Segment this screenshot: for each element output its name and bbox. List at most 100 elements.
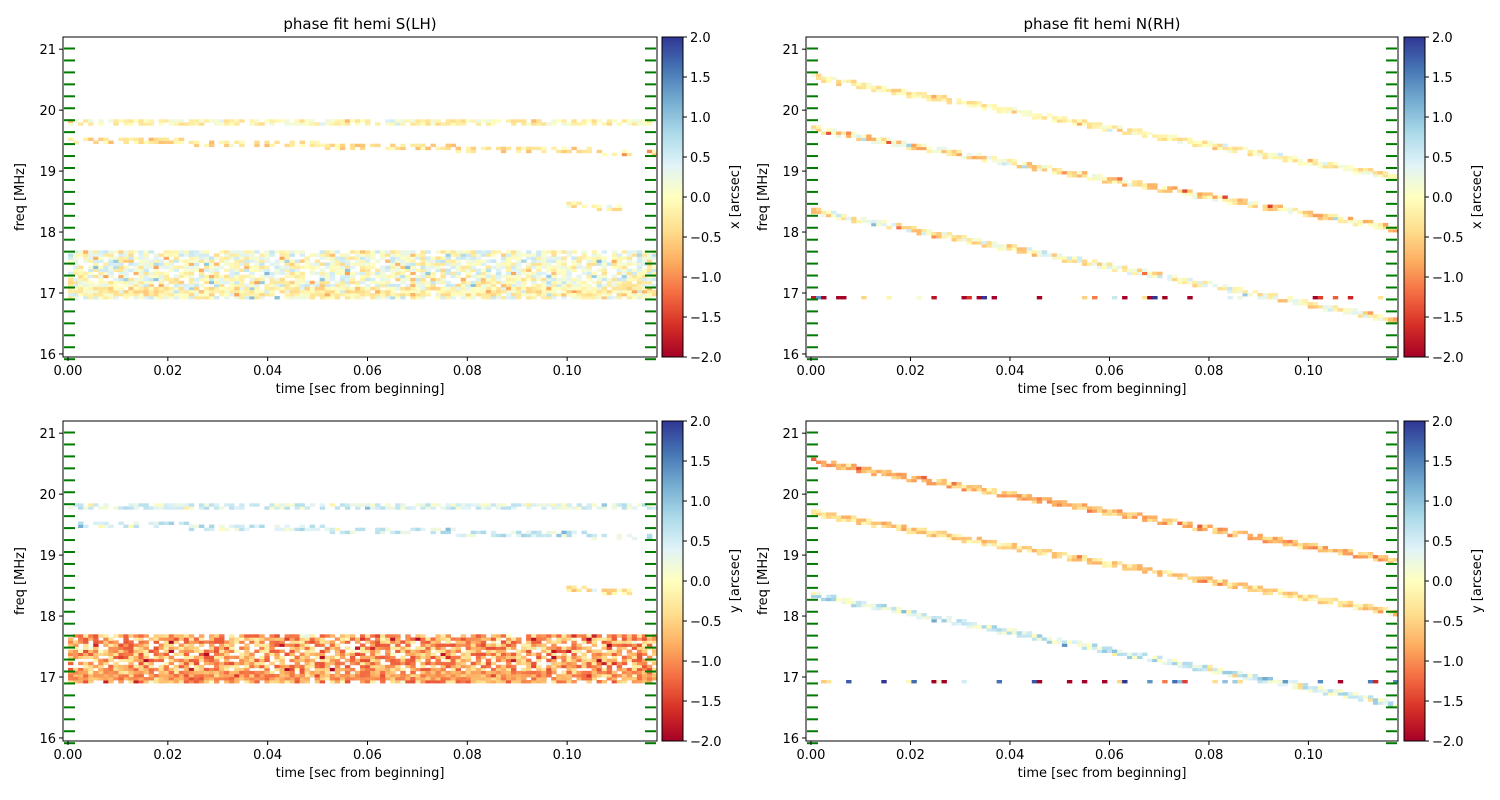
heatmap-cell [163,250,170,254]
heatmap-cell [566,250,572,254]
heatmap-cell [234,283,240,288]
heatmap-cell [410,259,416,263]
heatmap-cell [511,640,517,644]
heatmap-cell [214,652,220,656]
heatmap-cell [556,149,562,154]
heatmap-cell [581,250,587,254]
heatmap-cell [901,143,907,148]
heatmap-cell [1292,302,1298,306]
heatmap-cell [193,286,200,291]
heatmap-cell [1021,162,1028,166]
heatmap-cell [526,680,532,684]
heatmap-cell [78,521,84,525]
heatmap-cell [153,253,159,257]
heatmap-cell [566,637,572,641]
heatmap-cell [390,259,396,263]
heatmap-cell [646,655,653,660]
heatmap-cell [1267,204,1273,208]
heatmap-cell [339,271,346,276]
heatmap-cell [1182,280,1188,285]
heatmap-cell [183,506,190,510]
heatmap-cell [1292,155,1298,160]
heatmap-cell [931,235,937,239]
heatmap-cell [430,655,436,660]
heatmap-cell [541,253,547,257]
heatmap-cell [168,670,175,675]
heatmap-cell [606,649,613,653]
heatmap-cell [254,290,260,294]
heatmap-cell [153,640,159,644]
heatmap-cell [390,250,396,254]
heatmap-cell [78,506,84,510]
heatmap-cell [380,283,386,288]
heatmap-cell [636,259,643,263]
heatmap-cell [178,286,185,291]
heatmap-cell [229,634,235,638]
heatmap-cell [123,637,129,641]
heatmap-cell [516,265,522,269]
heatmap-cell [339,122,346,126]
heatmap-cell [314,259,321,263]
heatmap-cell [1122,296,1128,300]
heatmap-cell [1317,296,1324,300]
heatmap-cell [561,649,567,653]
heatmap-cell [1026,110,1033,114]
heatmap-cell [586,674,592,678]
heatmap-cell [420,643,426,647]
heatmap-cell [435,655,441,660]
heatmap-cell [113,268,119,272]
heatmap-cell [193,259,200,263]
heatmap-cell [626,293,633,297]
heatmap-cell [571,119,577,123]
heatmap-cell [596,149,602,154]
heatmap-cell [98,649,104,653]
heatmap-cell [339,649,346,653]
heatmap-cell [591,649,597,653]
heatmap-cell [239,652,245,656]
heatmap-cell [591,634,597,638]
heatmap-cell [103,140,109,144]
heatmap-cell [158,637,164,641]
heatmap-cell [344,530,351,535]
heatmap-cell [108,290,114,294]
heatmap-cell [259,524,265,528]
heatmap-cell [1197,143,1203,148]
heatmap-cell [1327,308,1334,312]
heatmap-cell [460,286,467,291]
heatmap-cell [601,286,607,291]
heatmap-cell [400,680,406,684]
heatmap-cell [516,658,522,663]
heatmap-cell [1262,204,1268,208]
heatmap-cell [113,667,119,672]
heatmap-cell [1117,125,1123,129]
heatmap-cell [198,290,205,294]
heatmap-cell [138,119,144,123]
heatmap-cell [475,290,482,294]
heatmap-cell [646,290,653,294]
heatmap-cell [123,268,129,272]
heatmap-cell [596,259,602,263]
heatmap-cell [1222,198,1228,202]
heatmap-cell [652,506,657,510]
heatmap-cell [108,140,114,144]
heatmap-cell [846,131,852,135]
heatmap-cell [168,506,175,510]
heatmap-cell [470,677,477,681]
heatmap-cell [380,674,386,678]
heatmap-cell [606,674,613,678]
heatmap-cell [1081,171,1088,175]
heatmap-cell [229,286,235,291]
heatmap-cell [365,646,371,650]
heatmap-cell [113,277,119,282]
heatmap-cell [586,290,592,294]
heatmap-cell [68,290,74,294]
heatmap-cell [465,286,472,291]
heatmap-cell [334,280,341,285]
heatmap-cell [344,680,351,684]
heatmap-cell [73,286,79,291]
heatmap-cell [440,280,446,285]
heatmap-cell [876,222,882,227]
heatmap-cell [314,265,321,269]
heatmap-cell [163,119,170,123]
heatmap-cell [118,506,124,510]
